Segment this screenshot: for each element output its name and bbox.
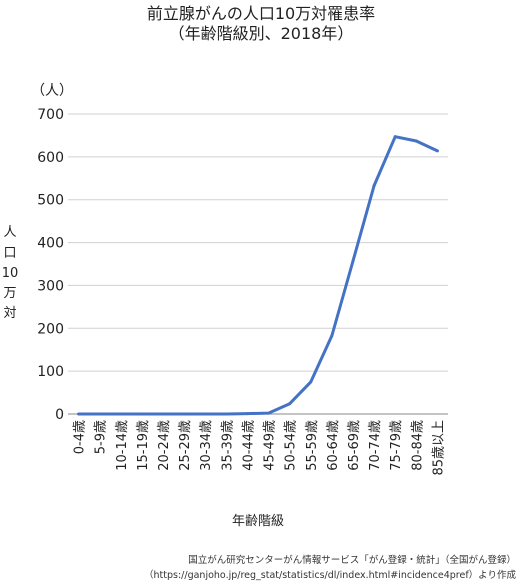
x-tick-label: 45-49歳 [263,420,278,471]
data-point [267,411,271,415]
x-axis-label: 年齢階級 [232,514,284,529]
data-point [330,334,334,338]
gridlines [68,113,448,415]
y-axis-label-char: 口 [3,246,16,261]
data-point [140,412,144,416]
source-note-line1: 国立がん研究センターがん情報サービス「がん登録・統計」（全国がん登録） [188,555,516,566]
data-point [161,412,165,416]
y-axis-label-char: 万 [3,286,16,301]
y-tick-label: 700 [37,107,64,123]
x-tick-label: 15-19歳 [136,420,151,471]
x-tick-label: 85歳以上 [431,420,446,476]
data-point [393,135,397,139]
data-point [77,412,81,416]
x-tick-label: 35-39歳 [220,420,235,471]
chart-subtitle: （年齢階級別、2018年） [168,24,354,43]
x-tick-label: 20-24歳 [157,420,172,471]
series-line [78,135,439,416]
data-point [351,259,355,263]
chart-title: 前立腺がんの人口10万対罹患率 [146,4,376,23]
x-tick-label: 80-84歳 [410,420,425,471]
y-axis-label: 人口 10 万対 [2,225,19,321]
x-tick-label: 5-9歳 [94,420,109,454]
y-tick-label: 300 [37,278,64,294]
x-tick-label: 40-44歳 [241,420,256,471]
data-point [224,412,228,416]
x-tick-label: 75-79歳 [389,420,404,471]
x-tick-label: 55-59歳 [305,420,320,471]
x-tick-label: 30-34歳 [199,420,214,471]
data-point [435,149,439,153]
y-tick-label: 600 [37,150,64,166]
data-point [288,402,292,406]
y-tick-label: 100 [37,364,64,380]
x-tick-label: 60-64歳 [326,420,341,471]
y-axis-label-char: 人 [3,225,16,240]
y-tick-label: 500 [37,193,64,209]
data-point [372,184,376,188]
data-point [203,412,207,416]
source-note-line2: （https://ganjoho.jp/reg_stat/statistics/… [144,570,516,581]
data-point [309,380,313,384]
data-point [414,139,418,143]
data-point [98,412,102,416]
x-tick-label: 70-74歳 [368,420,383,471]
x-tick-label: 10-14歳 [115,420,130,471]
x-tick-label: 0-4歳 [73,420,88,454]
x-tick-label: 65-69歳 [347,420,362,471]
data-point [119,412,123,416]
y-axis-label-char: 10 [2,266,19,281]
x-axis-ticks: 0-4歳 5-9歳 10-14歳 15-19歳 20-24歳 25-29歳 30-34歳 35… [73,420,447,476]
y-tick-label: 400 [37,236,64,252]
y-unit-label: （人） [31,83,73,99]
x-tick-label: 50-54歳 [284,420,299,471]
data-point [182,412,186,416]
data-point [245,412,249,416]
y-tick-label: 0 [55,407,64,423]
x-tick-label: 25-29歳 [178,420,193,471]
y-axis-label-char: 対 [3,306,16,321]
y-tick-label: 200 [37,321,64,337]
data-points [77,135,439,416]
y-axis-ticks: 0 100 200 300 400 500 600 700 [37,107,64,423]
